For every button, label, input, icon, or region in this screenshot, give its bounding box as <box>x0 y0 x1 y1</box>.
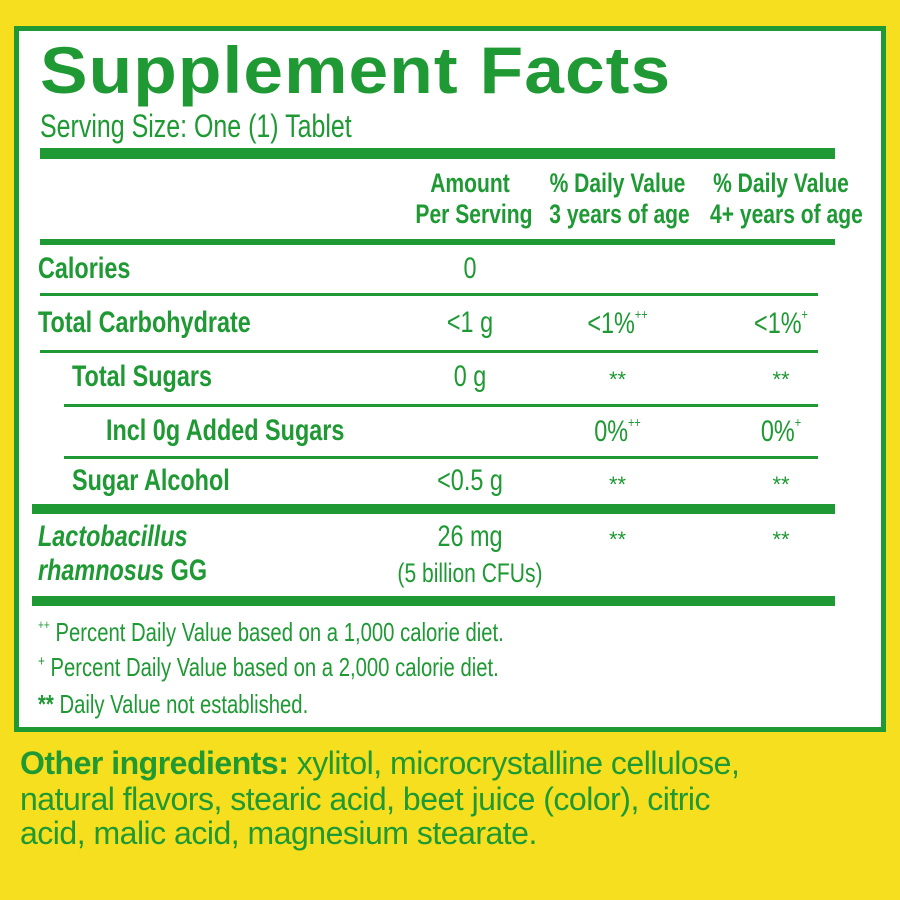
ingredients-line: natural flavors, stearic acid, beet juic… <box>20 781 710 817</box>
header-amount: Amount Per Serving <box>415 168 533 229</box>
divider-thick <box>32 504 835 514</box>
divider-thick <box>40 148 835 159</box>
row-dv4: <1%+ <box>754 306 808 340</box>
header-dv-3yrs: % Daily Value 3 years of age <box>549 168 690 229</box>
footnote: + Percent Daily Value based on a 2,000 c… <box>38 652 499 682</box>
serving-size: Serving Size: One (1) Tablet <box>40 108 352 144</box>
row-dv3: ** <box>608 472 627 497</box>
divider-medium <box>40 239 835 245</box>
divider-thin <box>64 456 818 459</box>
ingredients-line: acid, malic acid, magnesium stearate. <box>20 815 537 851</box>
divider-thin <box>40 350 818 353</box>
supplement-facts-panel <box>14 26 886 732</box>
divider-thin <box>40 293 818 296</box>
row-amount: <1 g <box>446 306 494 339</box>
row-amount: <0.5 g <box>437 464 503 497</box>
probiotic-amount: 26 mg <box>437 520 503 553</box>
row-dv3: 0%++ <box>594 414 641 448</box>
probiotic-dv3: ** <box>608 527 627 552</box>
row-label-sugar-alcohol: Sugar Alcohol <box>72 464 230 497</box>
footnote: ++ Percent Daily Value based on a 1,000 … <box>38 617 504 647</box>
header-dv-4yrs: % Daily Value 4+ years of age <box>710 168 863 229</box>
ingredients-line: Other ingredients: xylitol, microcrystal… <box>20 745 740 781</box>
probiotic-name: Lactobacillus rhamnosus GG <box>38 520 208 587</box>
row-label-total-carbohydrate: Total Carbohydrate <box>38 306 251 339</box>
page-title: Supplement Facts <box>40 33 672 107</box>
row-dv3: <1%++ <box>587 306 648 340</box>
row-dv3: ** <box>608 367 627 392</box>
row-label-calories: Calories <box>38 252 131 285</box>
row-dv4: 0%+ <box>760 414 802 448</box>
probiotic-cfu: (5 billion CFUs) <box>397 558 543 588</box>
probiotic-dv4: ** <box>772 527 790 552</box>
row-dv4: ** <box>772 367 790 392</box>
divider-thick <box>32 596 835 606</box>
row-amount: 0 <box>463 252 477 285</box>
divider-thin <box>64 404 818 407</box>
ingredients-label: Other ingredients: <box>20 745 289 781</box>
row-label-total-sugars: Total Sugars <box>72 360 212 393</box>
row-label-added-sugars: Incl 0g Added Sugars <box>106 414 345 447</box>
row-dv4: ** <box>772 472 790 497</box>
footnote: ** Daily Value not established. <box>38 689 309 719</box>
row-amount: 0 g <box>453 360 487 393</box>
